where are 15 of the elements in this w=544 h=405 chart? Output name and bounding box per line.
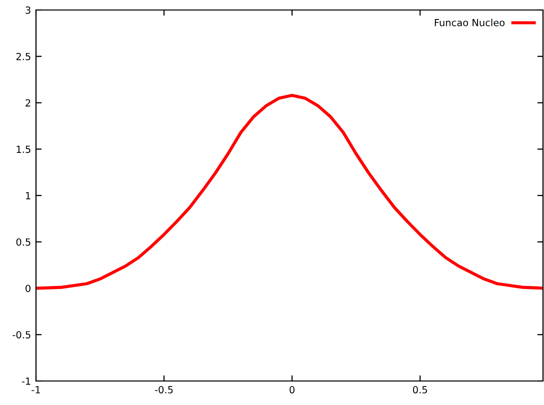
y-tick-label: -1	[22, 378, 30, 385]
x-tick-label: -0.5	[155, 386, 173, 394]
x-tick-label: -1	[32, 386, 40, 394]
line-series	[36, 94, 543, 290]
y-tick-label: 2.5	[16, 52, 30, 60]
y-tick-label: 0	[26, 284, 30, 292]
legend-label: Funcao Nucleo	[434, 18, 505, 26]
y-tick-label: 3	[26, 6, 30, 14]
y-tick-label: 1.5	[16, 146, 30, 153]
y-tick-label: 0.5	[16, 238, 30, 246]
x-tick-label: 0.5	[413, 386, 427, 394]
y-tick-label: 2	[26, 99, 30, 106]
x-tick-label: 0	[290, 386, 295, 394]
y-tick-label: 1	[26, 192, 30, 200]
y-tick-label: -0.5	[12, 331, 30, 338]
